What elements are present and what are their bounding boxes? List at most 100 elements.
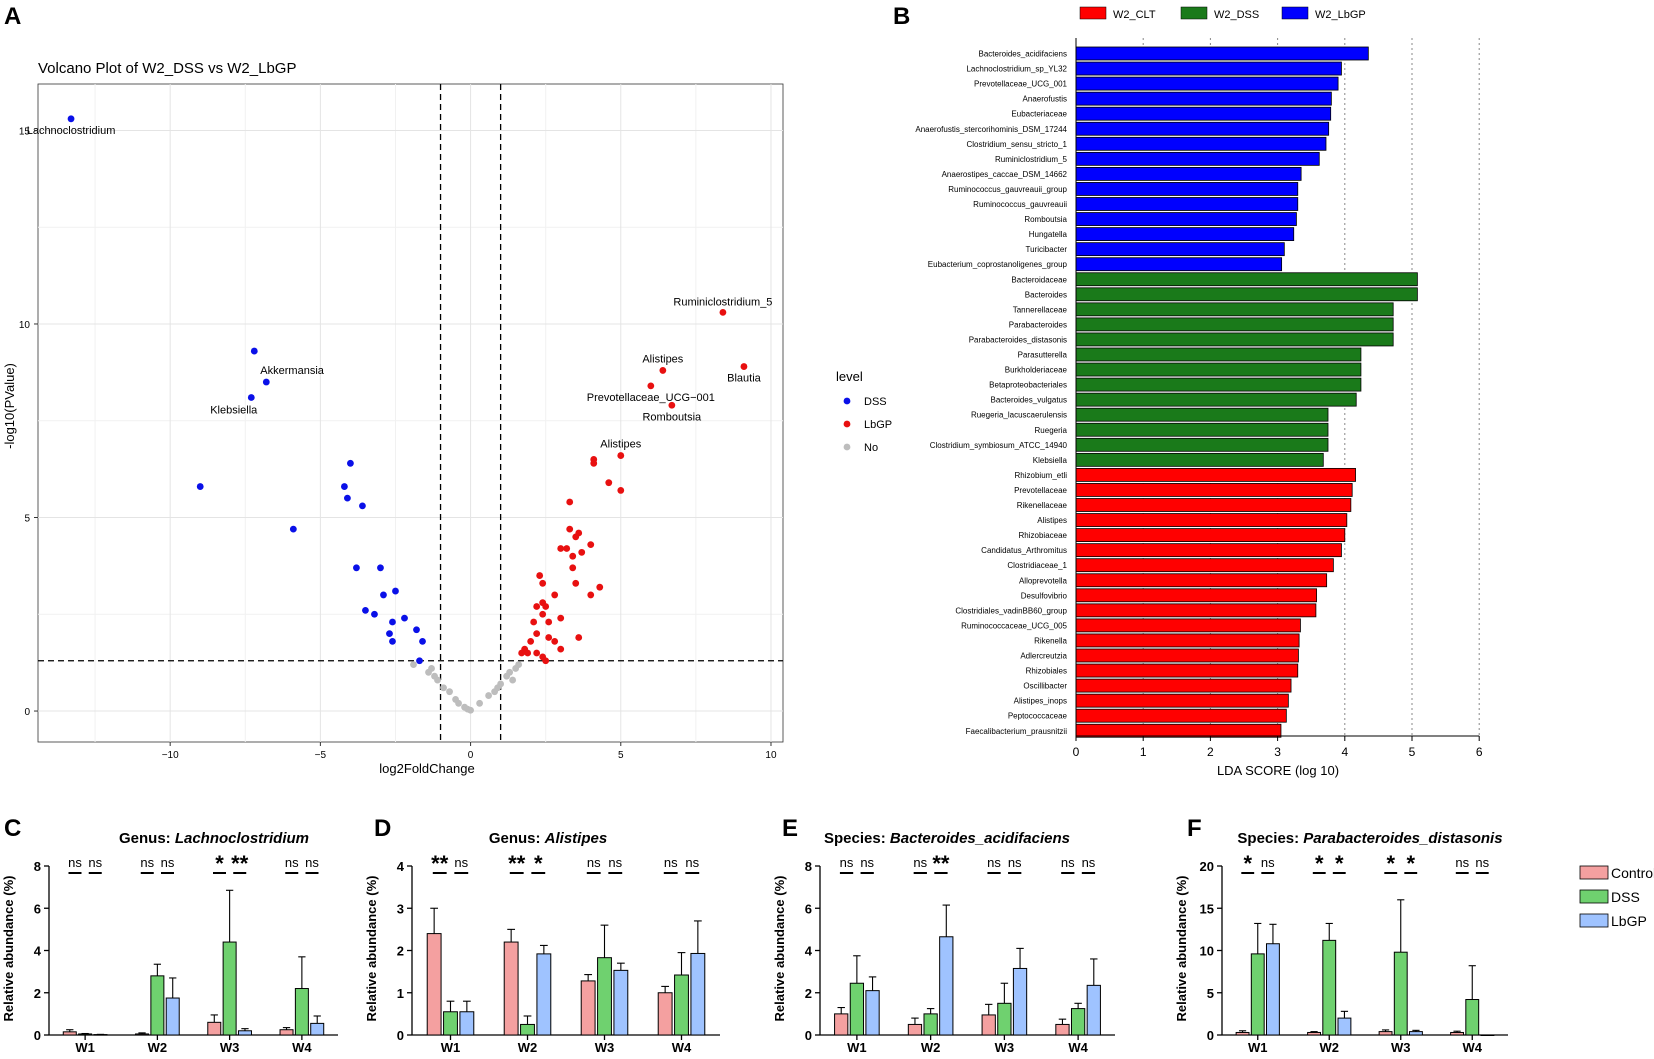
bar-dss — [923, 1013, 938, 1036]
lda-bar — [1075, 227, 1295, 242]
bar-lbgp — [93, 1034, 108, 1036]
lda-bar-label: Bacteroides — [1025, 290, 1067, 299]
volcano-point-no — [410, 661, 417, 668]
y-tick-label: 10 — [19, 320, 31, 331]
lda-bar-label: Klebsiella — [1033, 456, 1068, 465]
volcano-point-lbgp — [557, 545, 565, 552]
volcano-point-dss — [401, 614, 408, 622]
bar-lbgp — [690, 952, 706, 1036]
volcano-point-lbgp — [605, 479, 613, 487]
volcano-point-label: Lachnoclostridium — [27, 125, 116, 137]
lda-bar-label: Candidatus_Arthromitus — [981, 546, 1067, 555]
x-tick-label: −10 — [162, 750, 179, 761]
volcano-point-lbgp — [617, 452, 625, 459]
volcano-point-no — [515, 661, 523, 668]
y-tick-label: 3 — [397, 901, 404, 916]
lda-bar-label: Ruegeria_lacuscaerulensis — [971, 411, 1067, 420]
lda-bar-label: Clostridium_symbiosum_ATCC_14940 — [930, 441, 1068, 450]
lda-bar-label: Burkholderiaceae — [1005, 366, 1068, 375]
panel-label-f: F — [1187, 815, 1202, 842]
bar-dss — [674, 974, 689, 1036]
lda-bar — [1075, 467, 1356, 482]
lda-bar — [1075, 287, 1418, 302]
volcano-point-label: Alistipes — [642, 353, 683, 365]
bar-dss — [849, 982, 865, 1036]
lda-bar — [1075, 332, 1394, 347]
significance-label: * — [1386, 851, 1395, 876]
lda-bar-label: Eubacterium_coprostanoligenes_group — [928, 260, 1068, 269]
bar-control — [580, 980, 596, 1036]
volcano-point-dss — [392, 587, 399, 595]
volcano-point-dss — [419, 637, 426, 645]
significance-label: ns — [913, 855, 927, 870]
volcano-point-dss — [347, 459, 354, 467]
lda-x-tick-label: 0 — [1073, 745, 1080, 759]
bar-control — [62, 1031, 77, 1036]
bar-dss — [997, 1002, 1012, 1036]
legend-dot-dss — [843, 397, 851, 405]
significance-label: * — [215, 851, 224, 876]
lda-bar-label: Romboutsia — [1024, 215, 1067, 224]
volcano-point-lbgp — [545, 634, 553, 641]
lda-bar — [1075, 166, 1302, 181]
lda-bar-label: Tannerellaceae — [1013, 305, 1068, 314]
lda-bar-label: Parasutterella — [1018, 351, 1068, 360]
significance-label: ns — [1008, 855, 1022, 870]
lda-bar — [1075, 106, 1332, 121]
lda-x-tick-label: 1 — [1140, 745, 1147, 759]
bar-control — [657, 992, 673, 1036]
lda-legend-swatch — [1079, 6, 1107, 20]
bar-control — [135, 1033, 150, 1036]
volcano-point-label: Blautia — [727, 373, 762, 385]
x-tick-label: W2 — [1320, 1040, 1340, 1055]
volcano-point-dss — [262, 378, 270, 386]
bar-chart-title-prefix: Species: — [1237, 830, 1303, 847]
bar-lbgp — [310, 1022, 325, 1036]
volcano-point-label: Prevotellaceae_UCG−001 — [587, 392, 715, 404]
volcano-point-no — [425, 668, 432, 676]
significance-label: ns — [685, 855, 699, 870]
significance-label: ns — [1475, 855, 1489, 870]
lda-bar-label: Bacteroides_acidifaciens — [979, 50, 1068, 59]
volcano-point-lbgp — [536, 572, 544, 579]
volcano-point-dss — [341, 483, 348, 490]
lda-bar-label: Alistipes_inops — [1014, 697, 1067, 706]
volcano-point-lbgp — [569, 552, 577, 560]
y-tick-label: 15 — [1200, 901, 1214, 916]
lda-bar-label: Ruminococcus_gauvreauii_group — [948, 185, 1067, 194]
volcano-point-lbgp — [578, 548, 586, 556]
lda-legend-label: W2_DSS — [1214, 9, 1259, 21]
y-tick-label: 4 — [34, 944, 42, 959]
bar-dss — [150, 975, 165, 1036]
y-tick-label: 5 — [24, 514, 30, 525]
bar-control — [1235, 1031, 1250, 1036]
volcano-point-no — [476, 699, 483, 707]
group-legend-label-dss: DSS — [1611, 889, 1640, 905]
bar-lbgp — [939, 936, 954, 1036]
significance-label: ** — [431, 851, 449, 876]
bar-dss — [78, 1033, 93, 1036]
volcano-point-lbgp — [617, 487, 625, 494]
lda-bar — [1075, 528, 1346, 542]
group-legend-swatch-dss — [1579, 889, 1609, 904]
lda-bar-label: Oscillibacter — [1023, 682, 1067, 691]
bar-chart-title: Species: Bacteroides_acidifaciens — [824, 830, 1070, 847]
volcano-point-lbgp — [539, 579, 547, 587]
significance-label: ns — [1082, 855, 1096, 870]
lda-bar — [1075, 362, 1362, 377]
x-tick-label: 10 — [765, 750, 777, 761]
volcano-point-dss — [250, 347, 258, 355]
bar-lbgp — [613, 969, 629, 1036]
y-tick-label: 0 — [24, 707, 30, 718]
x-tick-label: W3 — [995, 1040, 1015, 1055]
abundance-chart-bacteroides-acidifaciens: Species: Bacteroides_acidifaciens 0 2 4 6 8 Re… — [772, 830, 1115, 1055]
lda-legend-label: W2_CLT — [1113, 9, 1156, 21]
lda-bar-label: Faecalibacterium_prausnitzii — [966, 727, 1068, 736]
significance-label: ns — [285, 855, 299, 870]
lda-bar-label: Anaerostipes_caccae_DSM_14662 — [942, 170, 1068, 179]
volcano-point-lbgp — [551, 637, 559, 645]
lda-bar — [1075, 272, 1418, 287]
y-tick-label: 6 — [34, 901, 41, 916]
volcano-point-dss — [380, 591, 387, 599]
